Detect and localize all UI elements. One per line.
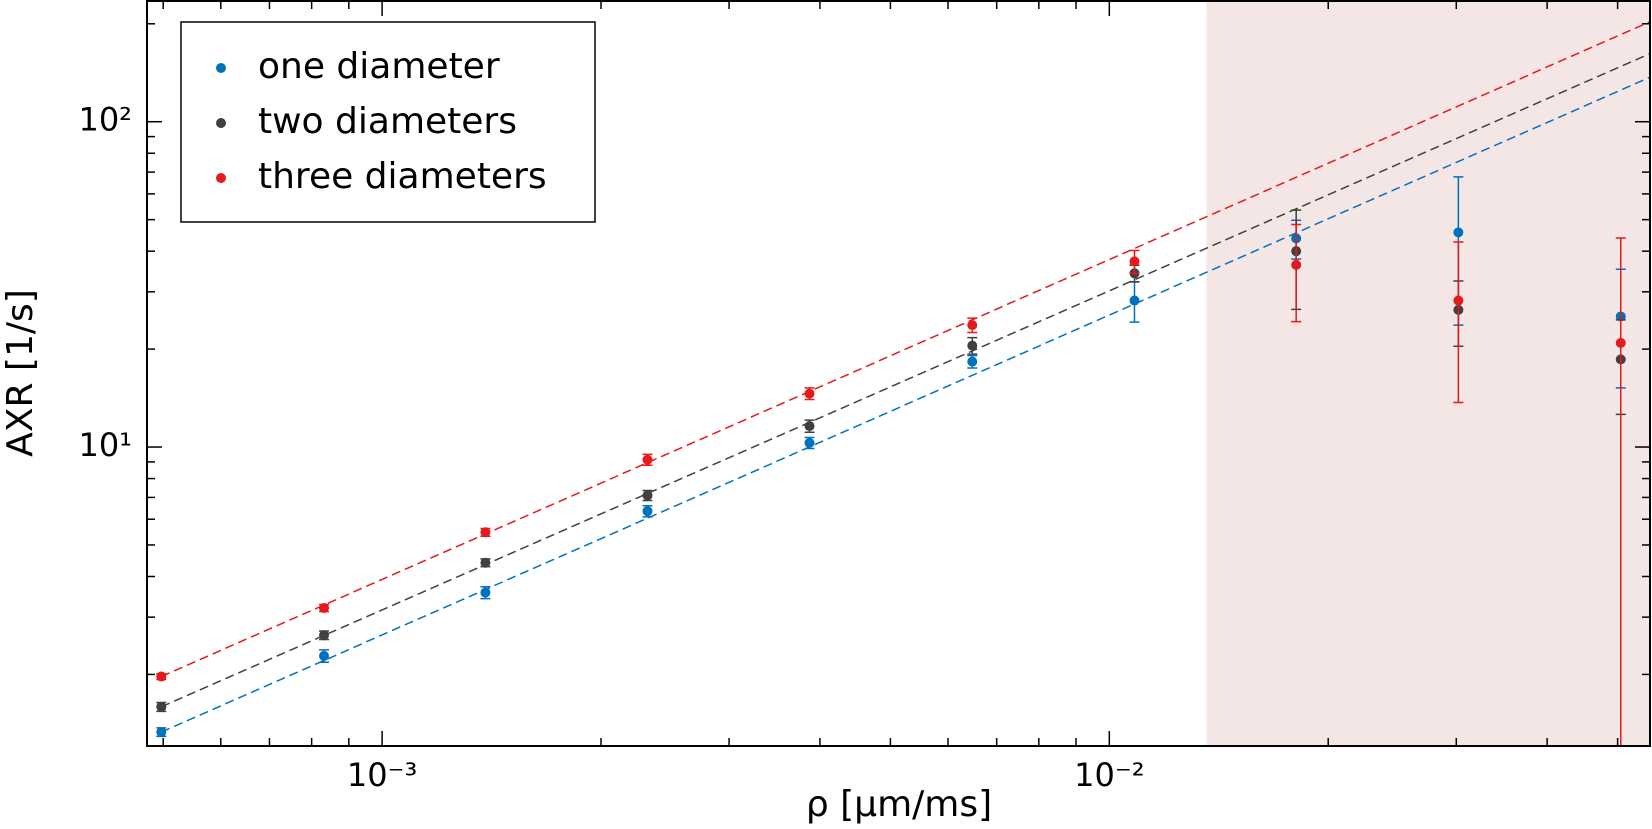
error-bar bbox=[1453, 241, 1464, 404]
background-layer bbox=[1206, 1, 1650, 746]
shaded-region bbox=[1206, 1, 1650, 746]
data-point bbox=[642, 506, 653, 517]
data-point bbox=[804, 421, 815, 432]
y-tick-label: 10² bbox=[78, 101, 132, 139]
data-point bbox=[967, 320, 978, 331]
y-tick-label: 10¹ bbox=[78, 426, 132, 464]
x-axis-label: ρ [µm/ms] bbox=[806, 784, 992, 825]
foreground-layer: 10⁻³ 10⁻² 10¹ 10² one diameter two diameters t… bbox=[78, 0, 1651, 794]
x-tick-label: 10⁻² bbox=[1074, 756, 1144, 794]
y-axis-label: AXR [1/s] bbox=[0, 289, 41, 457]
legend-label: one diameter bbox=[258, 46, 500, 87]
data-point bbox=[480, 527, 491, 538]
legend-box bbox=[180, 21, 596, 223]
error-bar bbox=[1291, 223, 1302, 323]
fit-line bbox=[160, 20, 1651, 678]
legend-marker bbox=[216, 63, 226, 73]
data-point bbox=[804, 437, 815, 448]
legend-label: three diameters bbox=[258, 156, 547, 197]
data-point bbox=[967, 340, 978, 351]
data-point bbox=[1129, 256, 1140, 267]
data-point bbox=[156, 701, 167, 712]
data-point bbox=[156, 727, 167, 738]
data-point bbox=[804, 388, 815, 399]
data-point bbox=[319, 603, 330, 614]
data-point bbox=[319, 650, 330, 661]
data-point bbox=[1129, 295, 1140, 306]
data-point bbox=[1291, 259, 1302, 270]
data-point bbox=[480, 587, 491, 598]
legend-marker bbox=[216, 173, 226, 183]
fit-line bbox=[160, 52, 1651, 708]
data-point bbox=[967, 356, 978, 367]
data-point bbox=[1615, 337, 1626, 348]
legend-marker bbox=[216, 118, 226, 128]
data-point bbox=[319, 630, 330, 641]
data-point bbox=[480, 557, 491, 568]
plot-frame bbox=[146, 0, 1651, 747]
data-point bbox=[642, 454, 653, 465]
fit-line bbox=[160, 76, 1651, 733]
legend-label: two diameters bbox=[258, 101, 517, 142]
x-tick-label: 10⁻³ bbox=[347, 756, 417, 794]
data-point bbox=[156, 671, 167, 682]
data-point bbox=[642, 490, 653, 501]
data-point bbox=[1453, 227, 1464, 238]
data-point bbox=[1453, 295, 1464, 306]
